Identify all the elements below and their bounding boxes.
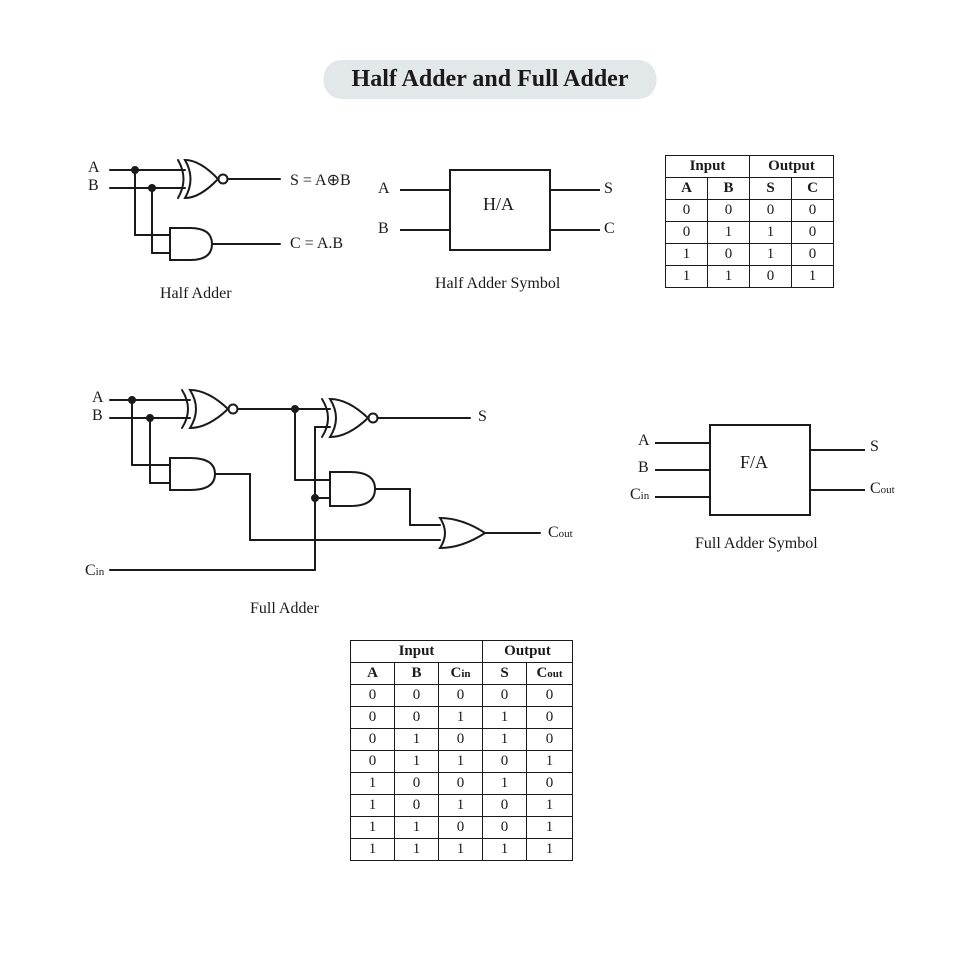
half-adder-symbol [390, 160, 610, 280]
page-title: Half Adder and Full Adder [324, 60, 657, 99]
ha-output-c-label: C = A.B [290, 235, 343, 253]
fa-input-cin-label: Cin [85, 562, 104, 580]
ha-symbol-s: S [604, 180, 613, 198]
full-adder-circuit [90, 380, 590, 620]
fa-input-b-label: B [92, 407, 103, 425]
fa-symbol-b: B [638, 459, 649, 477]
fa-symbol-s: S [870, 438, 879, 456]
fa-symbol-cout: Cout [870, 480, 895, 498]
full-adder-truth-table: InputOutputABCinSCout0000000110010100110… [350, 640, 573, 861]
fa-symbol-cin: Cin [630, 486, 649, 504]
ha-symbol-box-label: H/A [483, 194, 514, 215]
fa-output-cout-label: Cout [548, 524, 573, 542]
ha-symbol-caption: Half Adder Symbol [435, 275, 560, 293]
ha-output-s-label: S = A⊕B [290, 170, 351, 190]
fa-circuit-caption: Full Adder [250, 600, 319, 618]
ha-input-a-label: A [88, 159, 100, 177]
fa-symbol-box-label: F/A [740, 452, 768, 473]
ha-symbol-a: A [378, 180, 390, 198]
fa-output-s-label: S [478, 408, 487, 426]
fa-input-a-label: A [92, 389, 104, 407]
ha-symbol-c: C [604, 220, 615, 238]
full-adder-symbol [640, 415, 880, 545]
ha-input-b-label: B [88, 177, 99, 195]
half-adder-truth-table: InputOutputABSC0000011010101101 [665, 155, 834, 288]
fa-symbol-caption: Full Adder Symbol [695, 535, 818, 553]
ha-circuit-caption: Half Adder [160, 285, 232, 303]
ha-symbol-b: B [378, 220, 389, 238]
fa-symbol-a: A [638, 432, 650, 450]
